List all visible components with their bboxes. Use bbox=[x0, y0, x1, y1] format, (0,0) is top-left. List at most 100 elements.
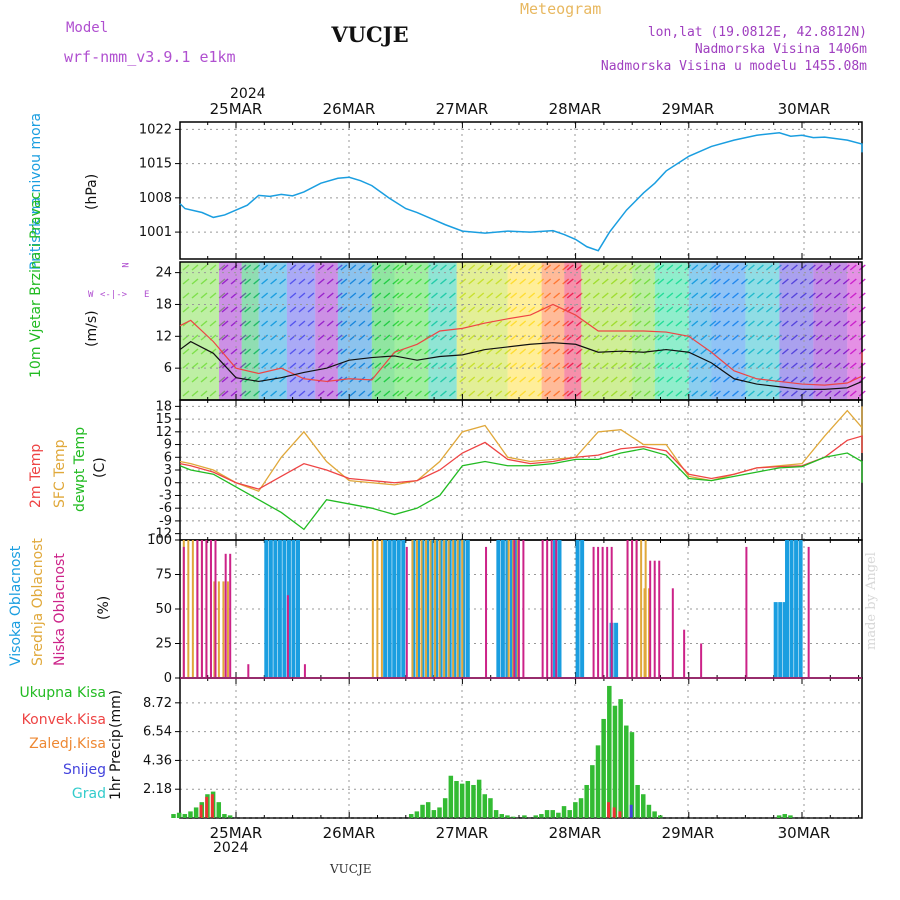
total-precip-bar bbox=[171, 814, 176, 818]
temp-2m-line bbox=[179, 435, 863, 490]
wind-arrow bbox=[430, 264, 438, 271]
high-cloud-bar bbox=[785, 540, 790, 677]
mid-cloud-bar bbox=[447, 540, 450, 677]
wind-arrow bbox=[553, 348, 561, 355]
wind-arrow bbox=[468, 306, 476, 313]
wind-arrow bbox=[374, 278, 382, 285]
wind-arrow bbox=[468, 320, 476, 327]
wind-arrow bbox=[221, 264, 229, 271]
wind-arrow bbox=[261, 348, 269, 355]
wind-arrow bbox=[849, 264, 857, 271]
wind-arrow bbox=[781, 320, 789, 327]
wind-arrow bbox=[592, 264, 600, 271]
wind-arrow bbox=[610, 390, 618, 397]
wind-arrow bbox=[634, 306, 642, 313]
wind-arrow bbox=[439, 292, 447, 299]
wind-arrow bbox=[790, 292, 798, 299]
low-cloud-bar bbox=[522, 540, 525, 677]
wind-arrow bbox=[374, 264, 382, 271]
compass-w: W bbox=[88, 290, 94, 300]
ytick-label: -6 bbox=[159, 501, 172, 516]
wind-arrow bbox=[731, 334, 739, 341]
wind-arrow bbox=[691, 390, 699, 397]
low-cloud-bar bbox=[200, 540, 203, 677]
wind-arrow bbox=[592, 320, 600, 327]
wind-arrow bbox=[191, 334, 199, 341]
wind-arrow bbox=[553, 320, 561, 327]
wind-arrow bbox=[439, 390, 447, 397]
wind-arrow bbox=[815, 362, 823, 369]
low-cloud-bar bbox=[182, 546, 185, 677]
wind-arrow bbox=[731, 306, 739, 313]
wind-arrow bbox=[244, 334, 252, 341]
wind-arrow bbox=[619, 390, 627, 397]
wind-arrow bbox=[221, 306, 229, 313]
wind-arrow bbox=[182, 278, 190, 285]
wind-arrow bbox=[468, 264, 476, 271]
wind-arrow bbox=[495, 292, 503, 299]
wind-arrow bbox=[397, 306, 404, 313]
wind-arrow bbox=[765, 334, 773, 341]
wind-arrow bbox=[298, 278, 306, 285]
mid-cloud-bar bbox=[443, 540, 446, 677]
total-precip-bar bbox=[482, 794, 488, 818]
wind-arrow bbox=[833, 264, 841, 271]
wind-arrow bbox=[510, 278, 518, 285]
wind-arrow bbox=[406, 334, 413, 341]
wind-arrow bbox=[722, 306, 730, 313]
wind-arrow bbox=[358, 320, 366, 327]
high-cloud-bar bbox=[277, 540, 282, 677]
wind-arrow bbox=[643, 320, 651, 327]
wind-arrow bbox=[849, 292, 857, 299]
low-cloud-bar bbox=[683, 629, 686, 677]
wind-arrow bbox=[406, 390, 413, 397]
total-precip-bar bbox=[188, 811, 193, 818]
low-cloud-bar bbox=[405, 546, 408, 677]
wind-arrow bbox=[374, 376, 382, 383]
wind-arrow bbox=[358, 292, 366, 299]
low-cloud-bar bbox=[658, 560, 661, 677]
low-cloud-bar bbox=[224, 553, 227, 677]
wind-arrow bbox=[200, 292, 208, 299]
wind-arrow bbox=[430, 334, 438, 341]
low-cloud-bar bbox=[671, 588, 674, 677]
low-cloud-bar bbox=[700, 643, 703, 677]
wind-arrow bbox=[691, 278, 699, 285]
wind-arrow bbox=[279, 306, 287, 313]
wind-arrow bbox=[261, 320, 269, 327]
low-cloud-bar bbox=[303, 664, 306, 677]
wind-arrow bbox=[439, 376, 447, 383]
wind-arrow bbox=[439, 362, 447, 369]
wind-arrow bbox=[731, 362, 739, 369]
wind-arrow bbox=[270, 292, 278, 299]
wind-arrow bbox=[849, 306, 857, 313]
wind-arrow bbox=[340, 306, 348, 313]
wind-arrow bbox=[610, 292, 618, 299]
wind-arrow bbox=[592, 376, 600, 383]
high-cloud-bar bbox=[557, 540, 562, 677]
total-precip-bar bbox=[437, 807, 442, 818]
high-cloud-bar bbox=[505, 540, 510, 677]
wind-arrow bbox=[510, 264, 518, 271]
wind-arrow bbox=[298, 390, 306, 397]
total-precip-bar bbox=[222, 814, 227, 818]
legend-hail: Grad bbox=[71, 786, 106, 802]
wind-arrow bbox=[601, 390, 609, 397]
conv-precip-bar bbox=[210, 794, 214, 818]
wind-arrow bbox=[799, 278, 807, 285]
wind-speed-line bbox=[179, 340, 863, 390]
wind-arrow bbox=[468, 292, 476, 299]
legend-conv-rain: Konvek.Kisa bbox=[21, 712, 106, 728]
wind-arrow bbox=[279, 264, 287, 271]
wind-arrow bbox=[849, 334, 857, 341]
total-precip-bar bbox=[408, 814, 414, 818]
wind-arrow bbox=[486, 264, 494, 271]
wind-arrow bbox=[279, 320, 287, 327]
ytick-label: -9 bbox=[159, 514, 172, 529]
wind-arrow bbox=[566, 264, 574, 271]
wind-arrow bbox=[544, 334, 552, 341]
wind-arrow bbox=[519, 390, 527, 397]
wind-arrow bbox=[289, 292, 297, 299]
wind-arrow bbox=[815, 264, 823, 271]
low-cloud-bar bbox=[196, 540, 199, 677]
